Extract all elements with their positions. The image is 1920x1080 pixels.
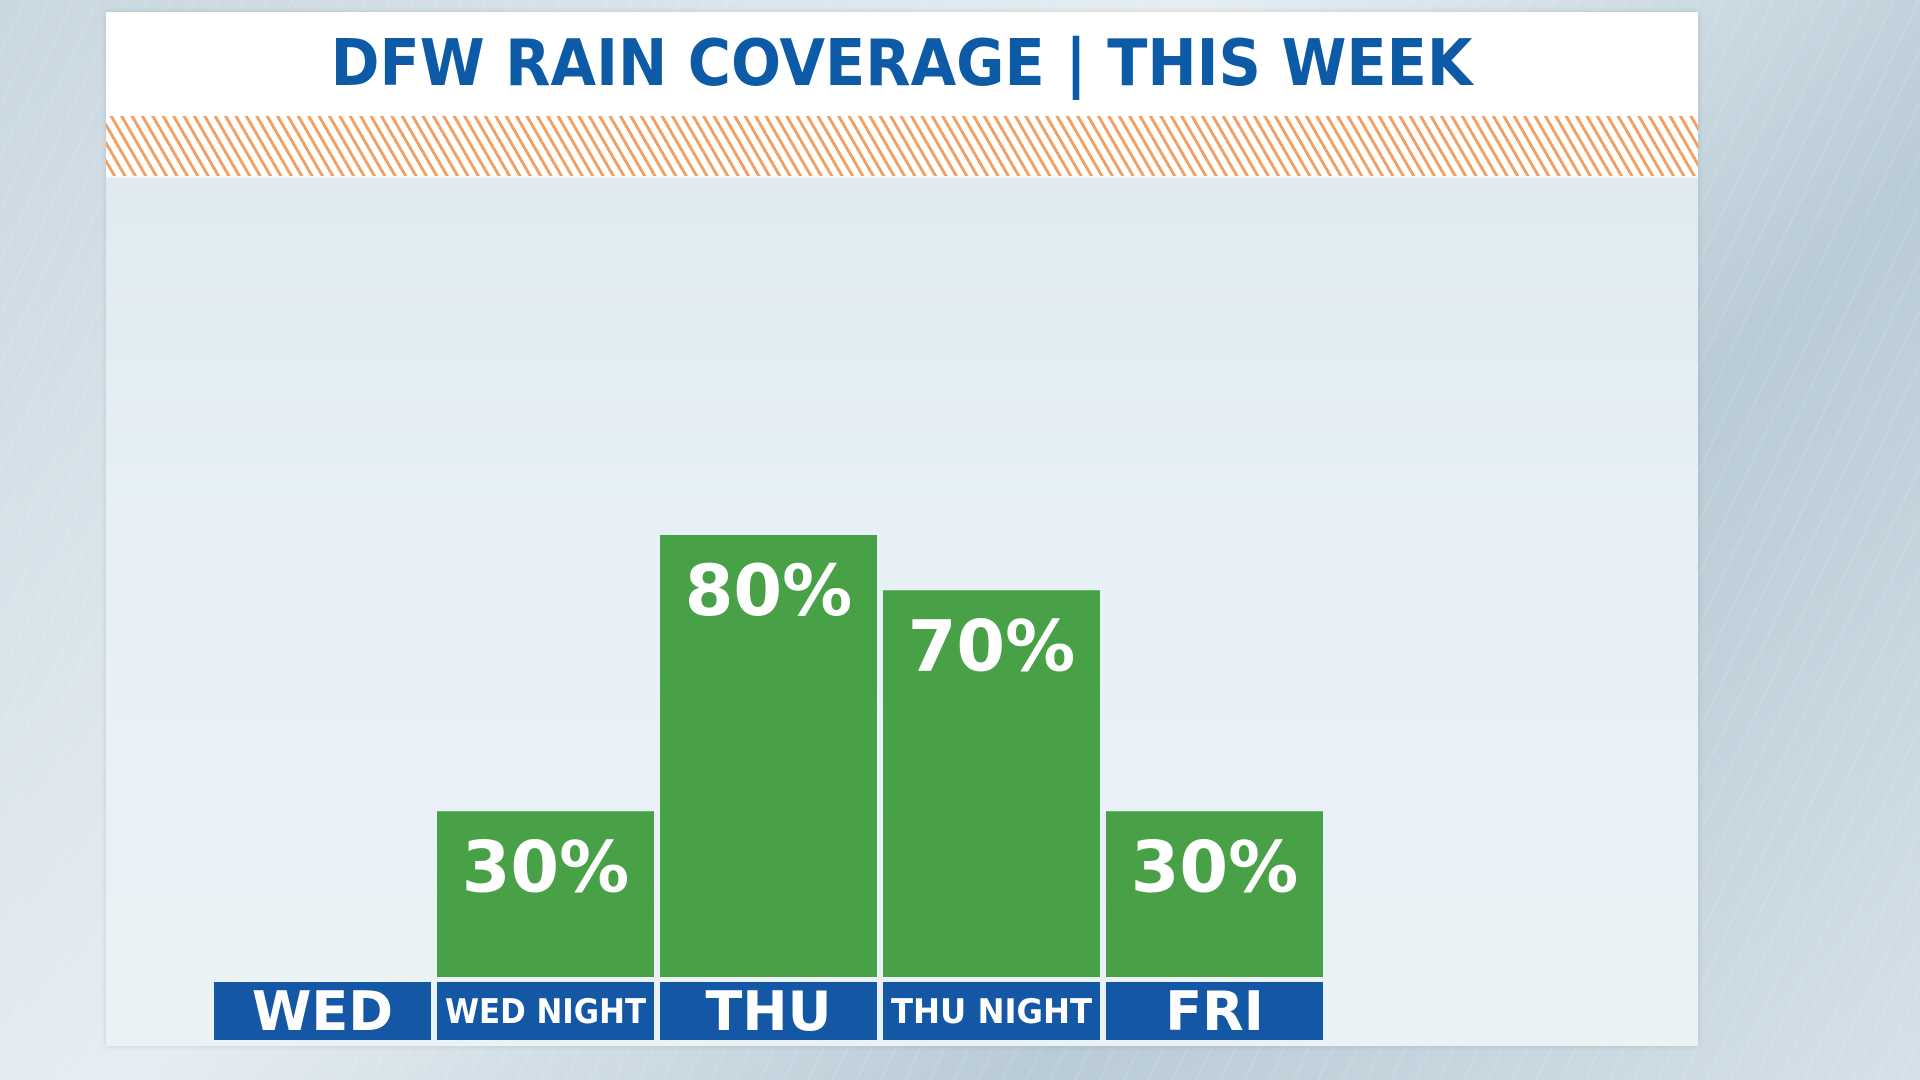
- value-label-thu: 80%: [685, 550, 853, 632]
- value-label-thu-night: 70%: [908, 605, 1076, 687]
- chart-panel: DFW RAIN COVERAGE | THIS WEEK: [106, 12, 1698, 1046]
- category-label-thu: THU: [706, 980, 832, 1043]
- category-label-wed-night: WED NIGHT: [445, 992, 647, 1032]
- category-band-fri: [1106, 982, 1323, 1040]
- bar-wed-night: [437, 811, 654, 977]
- bar-fri: [1106, 811, 1323, 977]
- category-band-wed-night: [437, 982, 654, 1040]
- bar-thu: [660, 535, 877, 977]
- category-label-wed: WED: [252, 980, 393, 1043]
- title-band: DFW RAIN COVERAGE | THIS WEEK: [106, 12, 1698, 116]
- chart-title: DFW RAIN COVERAGE | THIS WEEK: [331, 27, 1473, 101]
- hatch-stripe: [106, 116, 1698, 178]
- value-label-wed-night: 30%: [462, 826, 630, 908]
- category-label-fri: FRI: [1165, 980, 1264, 1043]
- category-label-thu-night: THU NIGHT: [891, 992, 1093, 1032]
- category-band-thu-night: [883, 982, 1100, 1040]
- category-band-thu: [660, 982, 877, 1040]
- value-label-fri: 30%: [1131, 826, 1299, 908]
- bar-thu-night: [883, 590, 1100, 977]
- category-band-wed: [214, 982, 431, 1040]
